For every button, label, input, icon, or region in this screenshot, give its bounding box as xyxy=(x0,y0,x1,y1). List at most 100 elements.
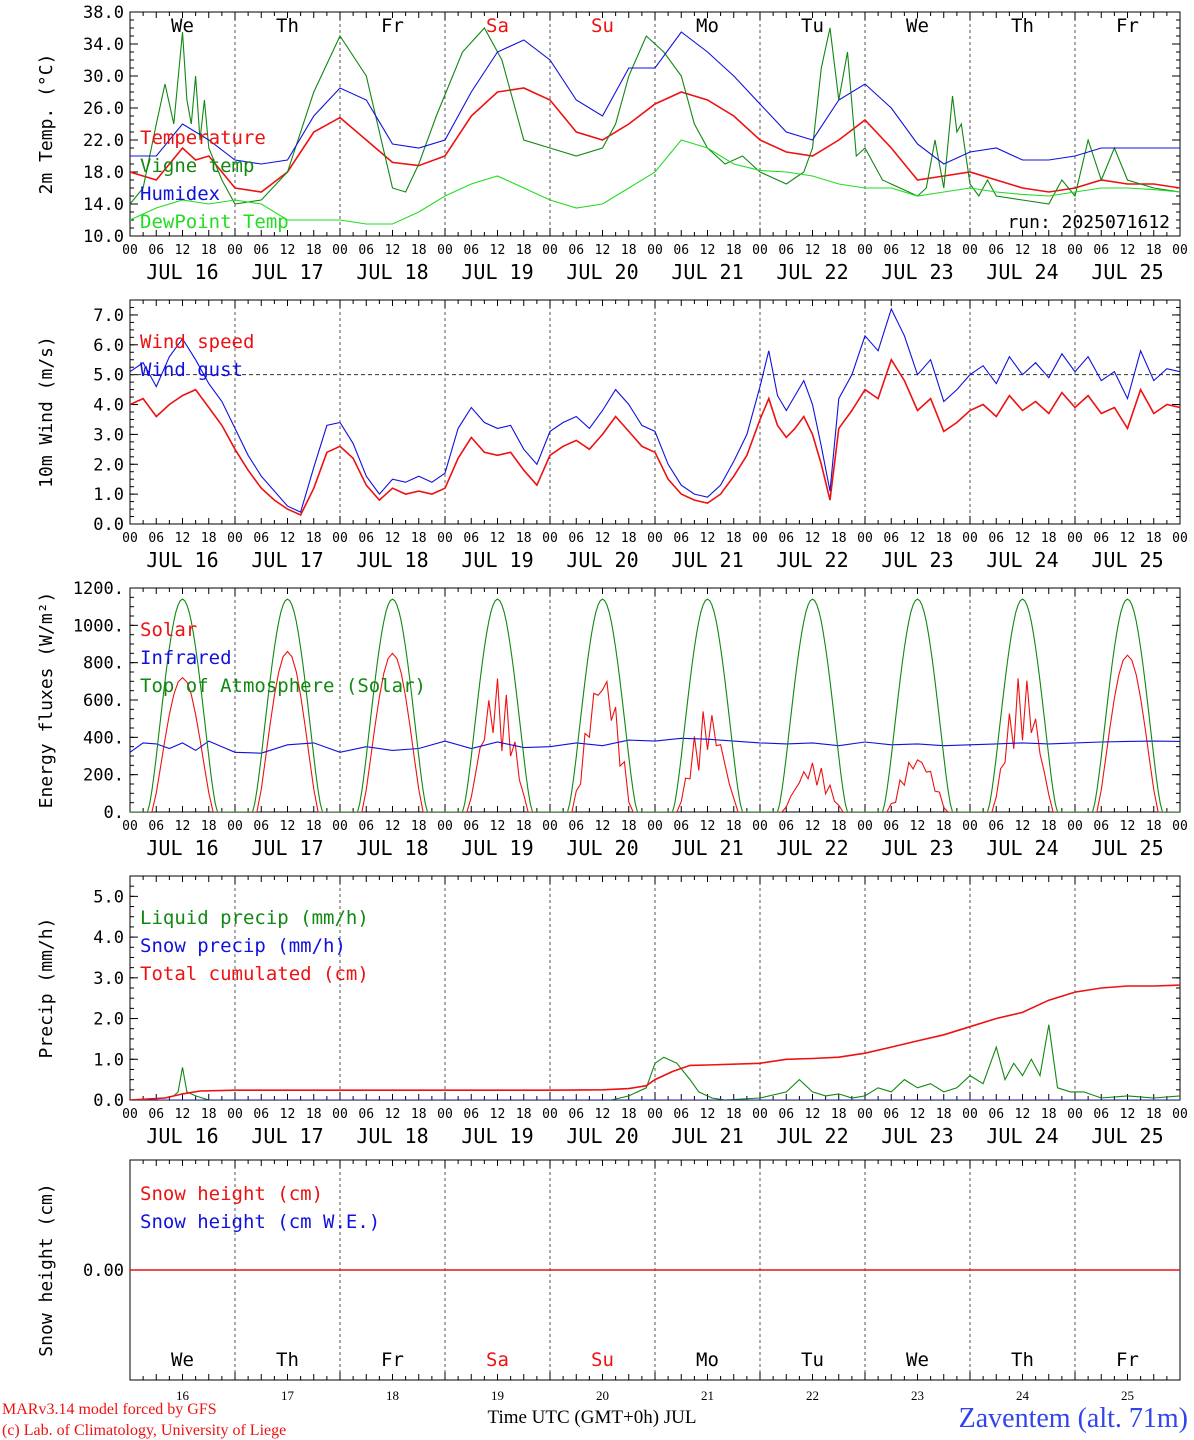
hour-tick-label: 12 xyxy=(910,243,926,258)
hour-tick-label: 00 xyxy=(1067,819,1083,834)
hour-tick-label: 18 xyxy=(201,819,217,834)
hour-tick-label: 18 xyxy=(306,531,322,546)
weekday-label: Th xyxy=(1011,15,1034,37)
y-tick-label: 0. xyxy=(104,803,124,823)
series-line xyxy=(130,31,1180,165)
hour-tick-label: 06 xyxy=(988,1107,1004,1122)
hour-tick-label: 06 xyxy=(253,531,269,546)
hour-tick-label: 00 xyxy=(647,1107,663,1122)
hour-tick-label: 12 xyxy=(1120,1107,1136,1122)
hour-tick-label: 06 xyxy=(1093,243,1109,258)
weekday-label: Sa xyxy=(486,1349,509,1371)
weekday-label: Tu xyxy=(801,15,824,37)
hour-tick-label: 18 xyxy=(936,1107,952,1122)
hour-tick-label: 06 xyxy=(358,243,374,258)
date-label: JUL 20 xyxy=(566,836,638,860)
hour-tick-label: 18 xyxy=(726,531,742,546)
hour-tick-label: 18 xyxy=(621,819,637,834)
hour-tick-label: 12 xyxy=(175,1107,191,1122)
date-label: JUL 23 xyxy=(881,836,953,860)
hour-tick-label: 18 xyxy=(306,1107,322,1122)
hour-tick-label: 12 xyxy=(910,1107,926,1122)
series-line xyxy=(130,307,1180,513)
hour-tick-label: 00 xyxy=(542,819,558,834)
legend-entry: Infrared xyxy=(140,647,232,669)
hour-tick-label: 00 xyxy=(437,1107,453,1122)
series-line xyxy=(130,27,1180,205)
series-line xyxy=(130,737,1180,754)
hour-tick-label: 00 xyxy=(1172,1107,1188,1122)
date-label: JUL 22 xyxy=(776,260,848,284)
y-axis-label: 10m Wind (m/s) xyxy=(36,336,57,488)
hour-tick-label: 06 xyxy=(463,531,479,546)
hour-tick-label: 18 xyxy=(516,243,532,258)
date-label: JUL 18 xyxy=(356,836,428,860)
date-label: JUL 17 xyxy=(251,260,323,284)
legend-entry: Snow height (cm W.E.) xyxy=(140,1211,380,1233)
date-label: JUL 19 xyxy=(461,1124,533,1148)
hour-tick-label: 12 xyxy=(1015,819,1031,834)
hour-tick-label: 12 xyxy=(700,1107,716,1122)
weekday-label: Sa xyxy=(486,15,509,37)
hour-tick-label: 00 xyxy=(227,531,243,546)
hour-tick-label: 06 xyxy=(673,1107,689,1122)
hour-tick-label: 00 xyxy=(962,1107,978,1122)
hour-tick-label: 18 xyxy=(621,243,637,258)
y-tick-label: 7.0 xyxy=(93,306,124,326)
date-label: JUL 23 xyxy=(881,1124,953,1148)
hour-tick-label: 18 xyxy=(1146,531,1162,546)
date-label: JUL 20 xyxy=(566,548,638,572)
hour-tick-label: 18 xyxy=(726,1107,742,1122)
hour-tick-label: 12 xyxy=(175,243,191,258)
y-axis-label: Energy fluxes (W/m²) xyxy=(36,592,57,809)
hour-tick-label: 12 xyxy=(805,1107,821,1122)
y-tick-label: 1.0 xyxy=(93,485,124,505)
y-tick-label: 0.0 xyxy=(93,1091,124,1111)
legend-entry: Wind gust xyxy=(140,359,243,381)
hour-tick-label: 18 xyxy=(1041,531,1057,546)
hour-tick-label: 12 xyxy=(385,1107,401,1122)
legend-entry: Solar xyxy=(140,619,197,641)
hour-tick-label: 00 xyxy=(962,243,978,258)
weekday-label: Th xyxy=(276,1349,299,1371)
day-number-label: 23 xyxy=(911,1388,924,1403)
y-tick-label: 3.0 xyxy=(93,969,124,989)
hour-tick-label: 18 xyxy=(411,243,427,258)
series-group xyxy=(130,984,1180,1100)
hour-tick-label: 00 xyxy=(857,1107,873,1122)
date-label: JUL 24 xyxy=(986,1124,1058,1148)
hour-tick-label: 00 xyxy=(332,819,348,834)
y-tick-label: 30.0 xyxy=(83,67,124,87)
hour-tick-label: 06 xyxy=(358,819,374,834)
hour-tick-label: 18 xyxy=(411,1107,427,1122)
hour-tick-label: 00 xyxy=(962,531,978,546)
hour-tick-label: 12 xyxy=(175,531,191,546)
y-tick-label: 800. xyxy=(83,654,124,674)
hour-tick-label: 06 xyxy=(1093,819,1109,834)
hour-tick-label: 00 xyxy=(857,819,873,834)
hour-tick-label: 12 xyxy=(700,531,716,546)
hour-tick-label: 06 xyxy=(148,1107,164,1122)
hour-tick-label: 18 xyxy=(831,1107,847,1122)
hour-tick-label: 06 xyxy=(778,819,794,834)
series-line xyxy=(130,1024,1180,1100)
y-axis-label: Precip (mm/h) xyxy=(36,918,57,1059)
hour-tick-label: 18 xyxy=(936,819,952,834)
weekday-label: We xyxy=(906,1349,929,1371)
hour-tick-label: 18 xyxy=(621,1107,637,1122)
hour-tick-label: 18 xyxy=(831,819,847,834)
hour-tick-label: 18 xyxy=(516,1107,532,1122)
series-line xyxy=(130,598,1180,812)
hour-tick-label: 00 xyxy=(647,531,663,546)
hour-tick-label: 06 xyxy=(568,819,584,834)
day-number-label: 25 xyxy=(1121,1388,1134,1403)
date-label: JUL 24 xyxy=(986,836,1058,860)
hour-tick-label: 12 xyxy=(175,819,191,834)
hour-tick-label: 12 xyxy=(280,1107,296,1122)
hour-tick-label: 06 xyxy=(883,531,899,546)
date-label: JUL 19 xyxy=(461,260,533,284)
date-label: JUL 19 xyxy=(461,836,533,860)
hour-tick-label: 18 xyxy=(936,243,952,258)
y-tick-label: 400. xyxy=(83,728,124,748)
series-line xyxy=(130,139,1180,225)
